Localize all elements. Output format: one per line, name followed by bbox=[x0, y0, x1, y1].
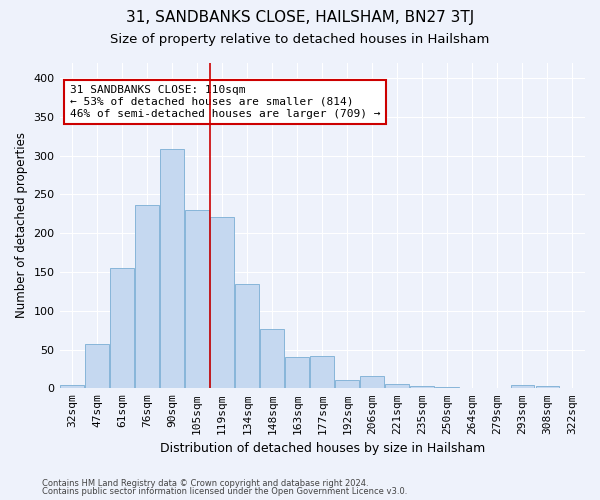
Bar bbox=[110, 268, 134, 388]
Bar bbox=[260, 328, 284, 388]
Text: 31 SANDBANKS CLOSE: 110sqm
← 53% of detached houses are smaller (814)
46% of sem: 31 SANDBANKS CLOSE: 110sqm ← 53% of deta… bbox=[70, 86, 380, 118]
Bar bbox=[185, 210, 209, 388]
Bar bbox=[160, 150, 184, 388]
X-axis label: Distribution of detached houses by size in Hailsham: Distribution of detached houses by size … bbox=[160, 442, 485, 455]
Text: Size of property relative to detached houses in Hailsham: Size of property relative to detached ho… bbox=[110, 32, 490, 46]
Bar bbox=[235, 284, 259, 389]
Text: Contains HM Land Registry data © Crown copyright and database right 2024.: Contains HM Land Registry data © Crown c… bbox=[42, 478, 368, 488]
Bar bbox=[286, 356, 309, 388]
Y-axis label: Number of detached properties: Number of detached properties bbox=[15, 132, 28, 318]
Text: Contains public sector information licensed under the Open Government Licence v3: Contains public sector information licen… bbox=[42, 487, 407, 496]
Bar bbox=[536, 386, 559, 388]
Bar bbox=[310, 356, 334, 388]
Bar bbox=[60, 385, 84, 388]
Bar bbox=[335, 380, 359, 388]
Bar bbox=[511, 385, 535, 388]
Bar bbox=[361, 376, 384, 388]
Bar bbox=[436, 387, 459, 388]
Bar bbox=[385, 384, 409, 388]
Text: 31, SANDBANKS CLOSE, HAILSHAM, BN27 3TJ: 31, SANDBANKS CLOSE, HAILSHAM, BN27 3TJ bbox=[126, 10, 474, 25]
Bar bbox=[210, 217, 234, 388]
Bar bbox=[135, 205, 159, 388]
Bar bbox=[85, 344, 109, 389]
Bar bbox=[410, 386, 434, 388]
